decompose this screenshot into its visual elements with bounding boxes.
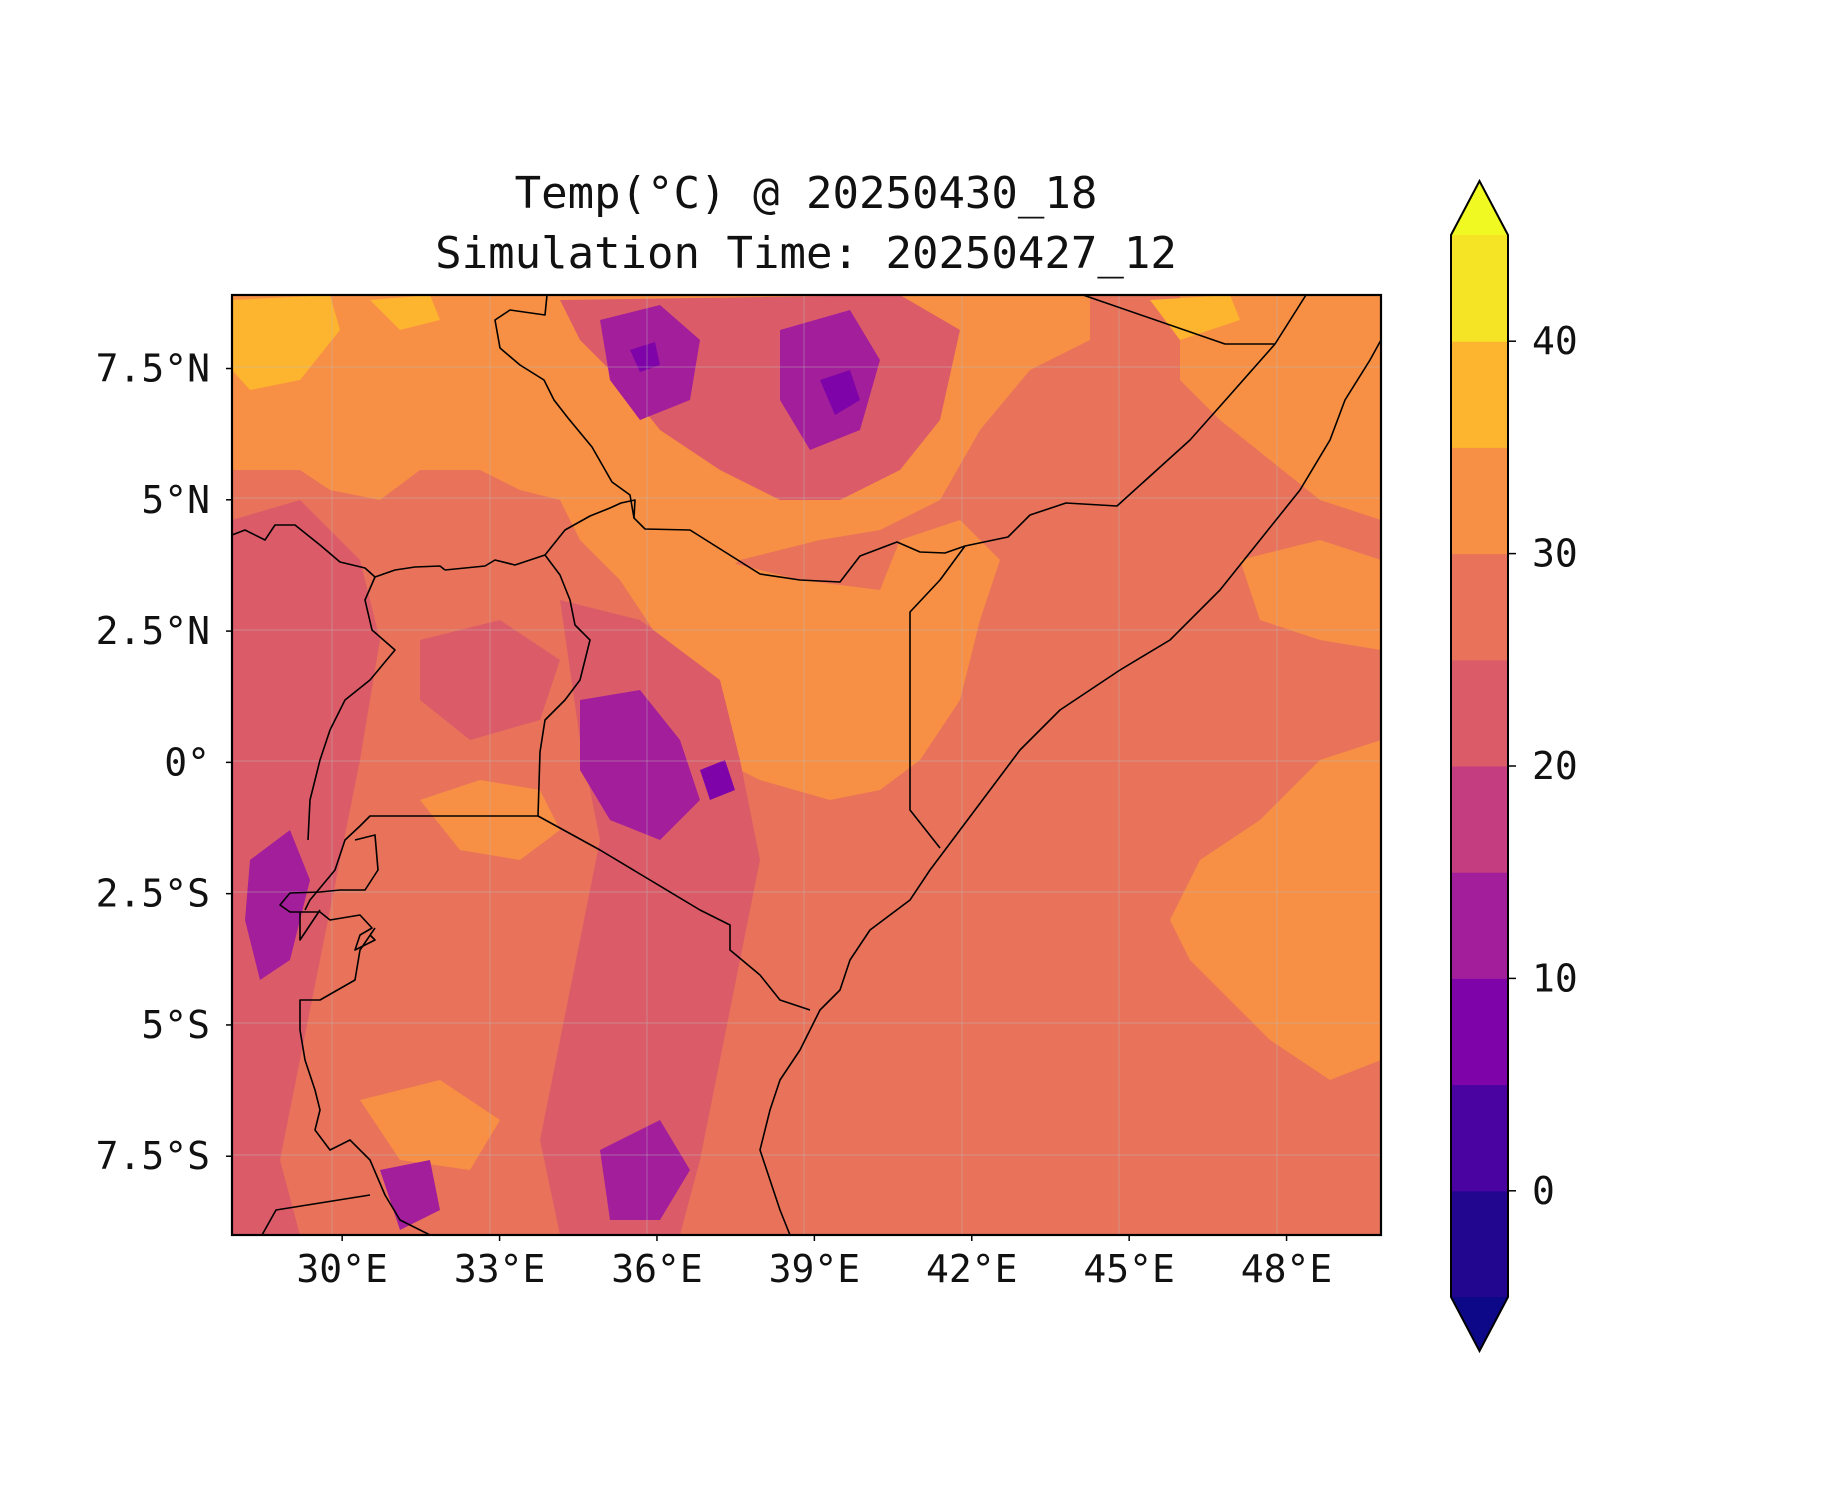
y-tick-label: 2.5°S [96, 872, 210, 916]
y-tick-label: 7.5°N [96, 347, 210, 391]
zambia-border [261, 1194, 371, 1235]
south-sudan-drc-border [232, 524, 376, 578]
colorbar: 0 10 20 30 40 [1450, 178, 1578, 1354]
colorbar-segment [1451, 1084, 1508, 1192]
gridlines [232, 295, 1381, 1235]
rwanda-burundi-border [279, 834, 379, 951]
plot-title-line-2: Simulation Time: 20250427_12 [435, 228, 1177, 279]
colorbar-segment [1451, 447, 1508, 555]
y-axis-tick-labels: 7.5°N 5°N 2.5°N 0° 2.5°S 5°S 7.5°S [96, 347, 232, 1178]
x-axis-tick-labels: 30°E 33°E 36°E 39°E 42°E 45°E 48°E [296, 1235, 1332, 1291]
uganda-west-border [307, 565, 446, 841]
colorbar-segment [1451, 553, 1508, 661]
coastline [759, 339, 1381, 1235]
y-tick-label: 5°N [141, 478, 210, 522]
colorbar-tick-label: 10 [1532, 956, 1578, 1000]
colorbar-segment [1451, 766, 1508, 873]
ethiopia-somalia-border [909, 343, 1276, 849]
colorbar-tick-label: 30 [1532, 532, 1578, 576]
x-tick-label: 39°E [769, 1247, 861, 1291]
colorbar-segment [1451, 341, 1508, 448]
hot-zones [232, 295, 1240, 390]
colorbar-tick-label: 20 [1532, 744, 1578, 788]
tanzania-west-border [299, 927, 431, 1235]
uganda-border [304, 554, 591, 911]
coldest-cores [630, 342, 860, 800]
plot-title-line-1: Temp(°C) @ 20250430_18 [515, 168, 1098, 219]
country-borders [232, 295, 1381, 1235]
colorbar-tick-label: 40 [1532, 319, 1578, 363]
map-area [232, 295, 1381, 1235]
colorbar-over-extension [1451, 181, 1508, 235]
colorbar-tick-label: 0 [1532, 1169, 1555, 1213]
colorbar-segment [1451, 1190, 1508, 1298]
x-tick-label: 45°E [1083, 1247, 1175, 1291]
y-tick-label: 5°S [141, 1003, 210, 1047]
map-frame [230, 293, 1383, 1237]
x-tick-label: 33°E [454, 1247, 546, 1291]
x-tick-label: 36°E [611, 1247, 703, 1291]
colorbar-outline [1450, 178, 1509, 1354]
colorbar-segment [1451, 235, 1508, 342]
x-tick-label: 42°E [926, 1247, 1018, 1291]
colorbar-segment [1451, 872, 1508, 979]
x-tick-label: 48°E [1241, 1247, 1333, 1291]
colorbar-segment [1451, 659, 1508, 767]
y-tick-label: 7.5°S [96, 1134, 210, 1178]
kenya-tanzania-border [537, 815, 811, 1011]
colorbar-under-extension [1451, 1297, 1508, 1351]
colorbar-segment [1451, 978, 1508, 1086]
x-tick-label: 30°E [296, 1247, 388, 1291]
y-tick-label: 2.5°N [96, 609, 210, 653]
south-sudan-ethiopia-border [494, 295, 635, 519]
somalia-ethiopia-border [1082, 295, 1307, 345]
y-tick-label: 0° [164, 740, 210, 784]
